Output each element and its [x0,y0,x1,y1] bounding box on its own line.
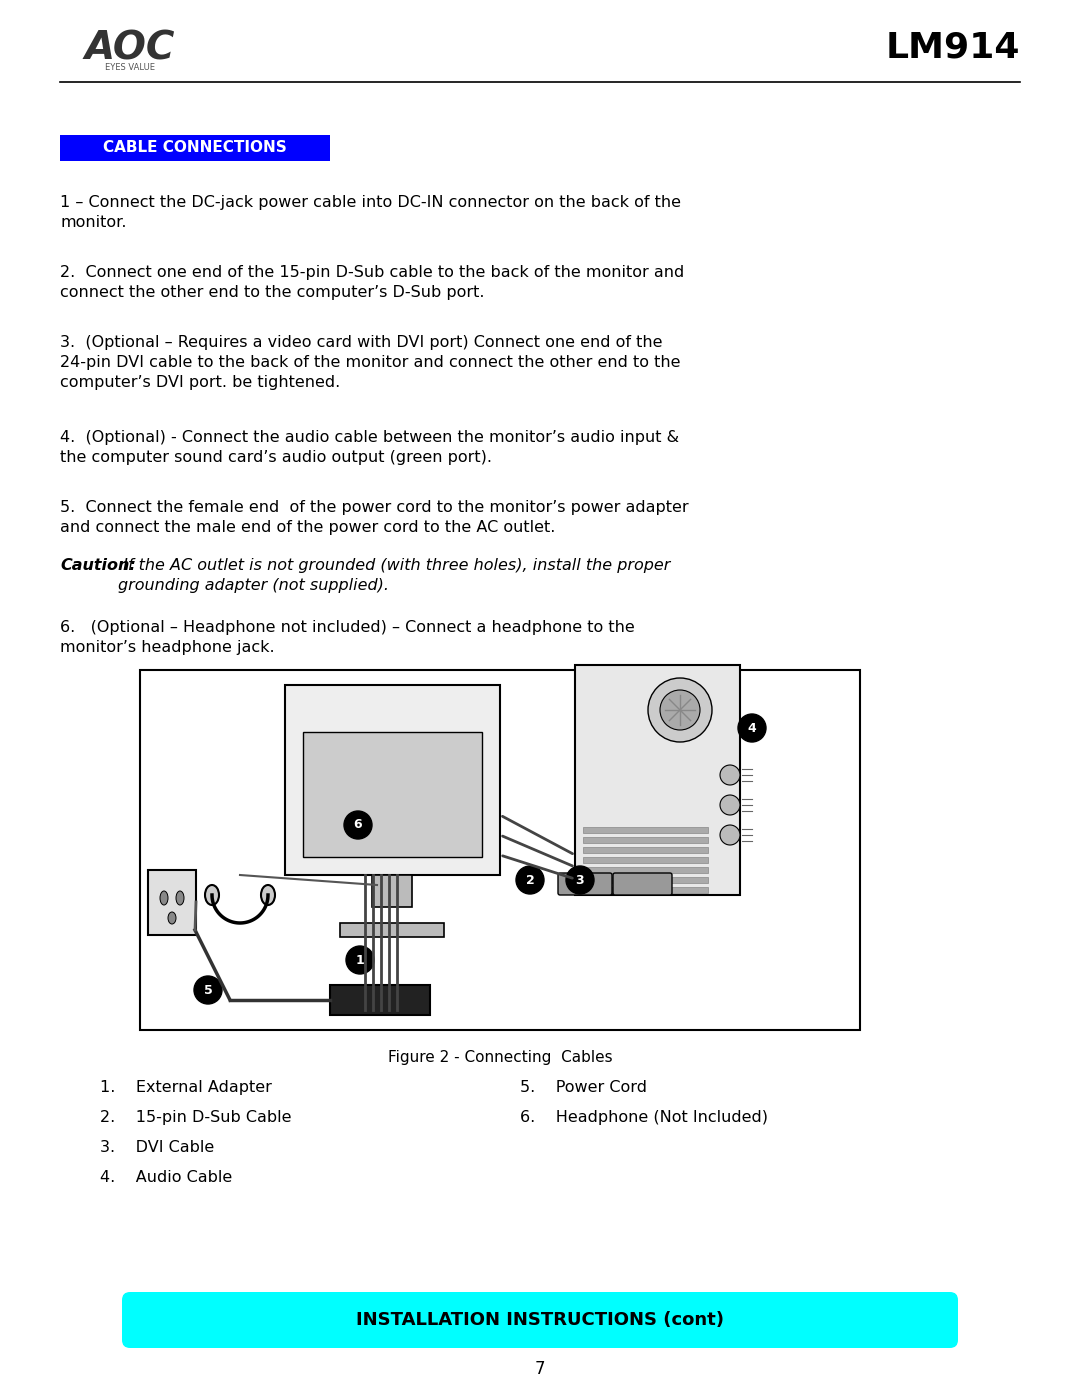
FancyBboxPatch shape [122,1292,958,1348]
Circle shape [345,812,372,840]
Circle shape [648,678,712,742]
Text: 5.  Connect the female end  of the power cord to the monitor’s power adapter
and: 5. Connect the female end of the power c… [60,500,689,535]
Text: 6.   (Optional – Headphone not included) – Connect a headphone to the
monitor’s : 6. (Optional – Headphone not included) –… [60,620,635,655]
Circle shape [194,977,222,1004]
FancyBboxPatch shape [613,873,672,895]
Text: 1.    External Adapter: 1. External Adapter [100,1080,272,1095]
Text: 4.    Audio Cable: 4. Audio Cable [100,1171,232,1185]
Bar [583,847,708,854]
Bar [583,827,708,833]
Text: If the AC outlet is not grounded (with three holes), install the proper
groundin: If the AC outlet is not grounded (with t… [118,557,671,592]
Text: CABLE CONNECTIONS: CABLE CONNECTIONS [103,141,287,155]
Text: 2.    15-pin D-Sub Cable: 2. 15-pin D-Sub Cable [100,1111,292,1125]
Text: 5: 5 [204,983,213,996]
Ellipse shape [261,886,275,905]
Text: 5.    Power Cord: 5. Power Cord [519,1080,647,1095]
Text: 2.  Connect one end of the 15-pin D-Sub cable to the back of the monitor and
con: 2. Connect one end of the 15-pin D-Sub c… [60,265,685,300]
Text: 4.  (Optional) - Connect the audio cable between the monitor’s audio input &
the: 4. (Optional) - Connect the audio cable … [60,430,679,465]
Text: LM914: LM914 [886,31,1020,66]
Text: EYES VALUE: EYES VALUE [105,63,156,73]
Text: 1 – Connect the DC-jack power cable into DC-IN connector on the back of the
moni: 1 – Connect the DC-jack power cable into… [60,196,681,229]
Circle shape [566,866,594,894]
Bar [583,887,708,893]
Ellipse shape [160,891,168,905]
Circle shape [720,766,740,785]
Text: 6.    Headphone (Not Included): 6. Headphone (Not Included) [519,1111,768,1125]
Bar [583,877,708,883]
Text: AOC: AOC [85,29,175,67]
Text: Caution:: Caution: [60,557,136,573]
Text: 6: 6 [353,819,362,831]
Bar [583,856,708,863]
Circle shape [720,826,740,845]
Circle shape [720,795,740,814]
Circle shape [738,714,766,742]
Bar [583,837,708,842]
FancyBboxPatch shape [303,732,482,856]
Bar [340,923,444,937]
FancyBboxPatch shape [558,873,612,895]
Text: Figure 2 - Connecting  Cables: Figure 2 - Connecting Cables [388,1051,612,1065]
Text: 3.  (Optional – Requires a video card with DVI port) Connect one end of the
24-p: 3. (Optional – Requires a video card wit… [60,335,680,390]
Text: 4: 4 [747,721,756,735]
Circle shape [346,946,374,974]
Ellipse shape [168,912,176,923]
FancyBboxPatch shape [575,665,740,895]
Circle shape [660,690,700,731]
FancyBboxPatch shape [60,136,330,161]
Text: 7: 7 [535,1361,545,1377]
Ellipse shape [205,886,219,905]
Bar [372,875,411,907]
Bar [583,868,708,873]
Bar [330,985,430,1016]
Text: 3.    DVI Cable: 3. DVI Cable [100,1140,214,1155]
Text: 2: 2 [526,873,535,887]
FancyBboxPatch shape [285,685,500,875]
Text: 1: 1 [355,954,364,967]
FancyBboxPatch shape [140,671,860,1030]
Text: 3: 3 [576,873,584,887]
Circle shape [516,866,544,894]
Text: INSTALLATION INSTRUCTIONS (cont): INSTALLATION INSTRUCTIONS (cont) [356,1310,724,1329]
Bar [148,870,195,935]
Ellipse shape [176,891,184,905]
